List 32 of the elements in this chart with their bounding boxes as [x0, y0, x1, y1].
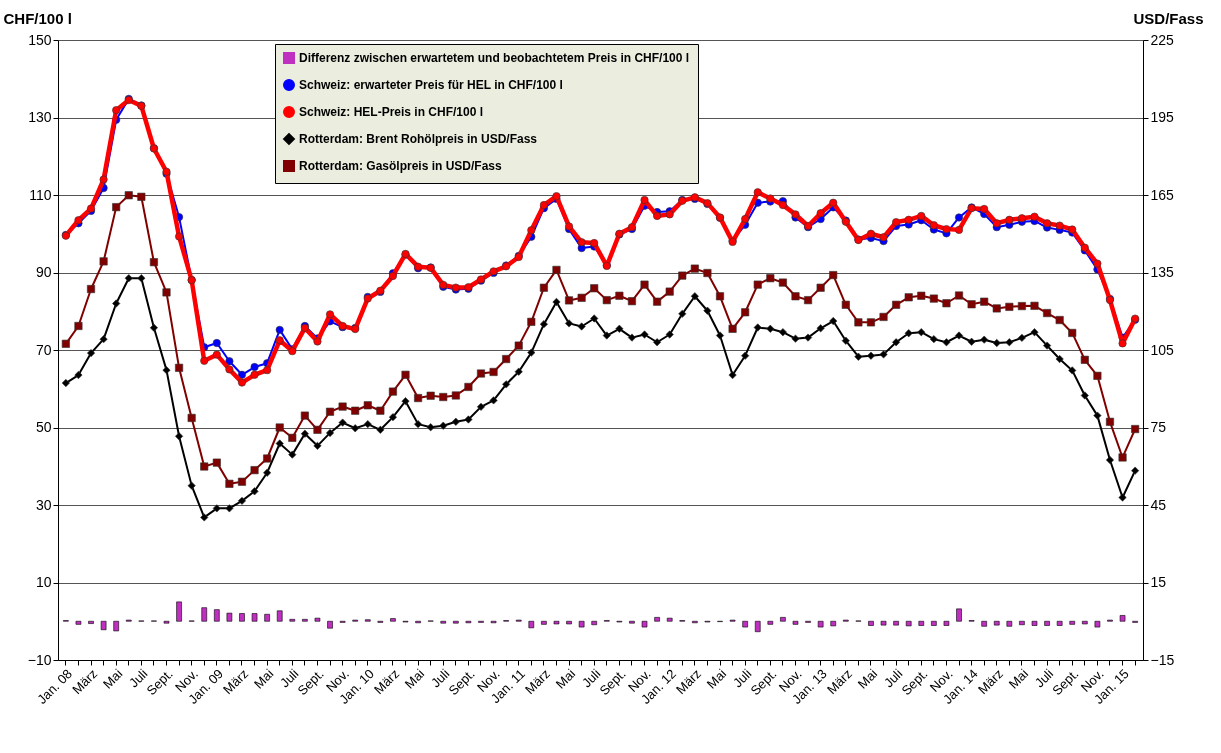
- y2-tick-label: −15: [1150, 651, 1175, 668]
- x-tick-label: Mai: [99, 666, 126, 692]
- y-tick-label: 130: [28, 109, 52, 125]
- y2-tick-label: 15: [1150, 574, 1167, 590]
- legend-label: Differenz zwischen erwartetem und beobachtetem Preis in CHF/100 l: [299, 51, 690, 65]
- x-tick-label: Mai: [854, 666, 881, 692]
- x-tick-label: Mai: [401, 666, 428, 692]
- x-tick-label: Mai: [703, 666, 730, 692]
- y2-tick-label: 135: [1150, 264, 1175, 280]
- y-axis-title: CHF/100 l: [3, 9, 72, 27]
- y-tick-label: 70: [35, 341, 52, 358]
- y2-tick-label: 45: [1150, 496, 1167, 513]
- y-tick-label: 110: [29, 186, 52, 203]
- legend-label: Schweiz: erwarteter Preis für HEL in CHF/100 l: [299, 78, 563, 92]
- x-tick-label: Mai: [552, 666, 579, 692]
- x-tick-label: Mai: [1005, 666, 1032, 692]
- legend-label: Rotterdam: Brent Rohölpreis in USD/Fass: [299, 132, 538, 146]
- y-tick-label: 150: [28, 31, 52, 48]
- y2-tick-label: 165: [1150, 186, 1175, 203]
- legend-label: Schweiz: HEL-Preis in CHF/100 l: [299, 105, 484, 119]
- y2-axis-title: USD/Fass: [1133, 9, 1204, 27]
- legend-label: Rotterdam: Gasölpreis in USD/Fass: [299, 159, 503, 173]
- y2-tick-label: 225: [1150, 31, 1175, 48]
- y-tick-label: 90: [35, 264, 52, 280]
- y-tick-label: 50: [35, 419, 52, 435]
- y-tick-label: 30: [35, 496, 52, 513]
- y-tick-label: 10: [35, 574, 52, 590]
- x-tick-label: Mai: [250, 666, 277, 692]
- y-tick-label: −10: [27, 651, 52, 668]
- y2-tick-label: 195: [1150, 109, 1175, 125]
- y2-tick-label: 75: [1150, 419, 1167, 435]
- y2-tick-label: 105: [1150, 341, 1175, 358]
